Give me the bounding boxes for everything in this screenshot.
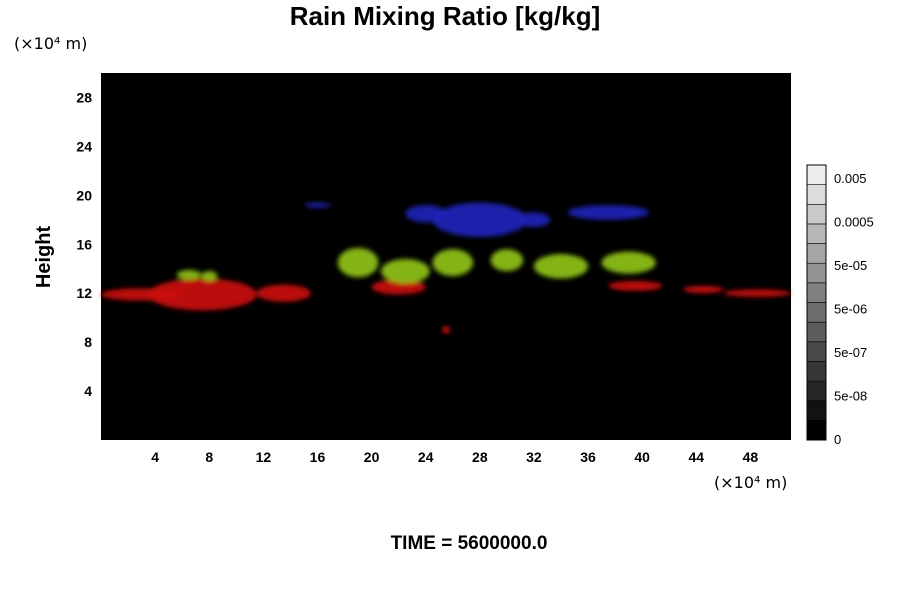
data-region xyxy=(148,278,257,311)
y-tick-labels: 4 8 12 16 20 24 28 xyxy=(76,89,92,399)
colorbar-tick-label: 5e-05 xyxy=(834,258,867,273)
y-tick-label: 12 xyxy=(76,285,92,301)
y-tick-label: 24 xyxy=(76,138,92,154)
y-axis-label: Height xyxy=(33,226,55,289)
colorbar-tick-label: 0 xyxy=(834,432,841,447)
colorbar-segment xyxy=(806,321,827,343)
chart-title: Rain Mixing Ratio [kg/kg] xyxy=(290,1,601,31)
data-region xyxy=(517,212,551,228)
y-tick-label: 8 xyxy=(84,334,92,350)
colorbar-tick-labels: 0.005 0.0005 5e-05 5e-06 5e-07 5e-08 0 xyxy=(834,171,874,447)
x-tick-label: 28 xyxy=(472,449,488,465)
x-tick-labels: 4 8 12 16 20 24 28 32 36 40 44 48 xyxy=(151,449,758,465)
x-tick-label: 16 xyxy=(310,449,326,465)
x-tick-label: 24 xyxy=(418,449,434,465)
x-tick-label: 48 xyxy=(743,449,759,465)
colorbar-segment xyxy=(806,243,827,264)
x-tick-label: 8 xyxy=(205,449,213,465)
x-tick-label: 20 xyxy=(364,449,380,465)
colorbar-segment xyxy=(806,203,827,225)
colorbar-segment xyxy=(806,223,827,244)
x-tick-label: 32 xyxy=(526,449,542,465)
x-tick-label: 4 xyxy=(151,449,159,465)
colorbar-segment xyxy=(806,262,827,284)
data-region xyxy=(176,269,202,280)
colorbar-frame xyxy=(806,164,827,441)
data-region xyxy=(337,247,379,278)
colorbar-segment xyxy=(806,282,827,303)
data-region xyxy=(381,258,430,284)
x-tick-label: 36 xyxy=(580,449,596,465)
data-region xyxy=(682,285,724,294)
data-region xyxy=(201,271,218,281)
colorbar-segment xyxy=(806,184,827,205)
colorbar-tick-label: 5e-06 xyxy=(834,302,867,317)
data-region xyxy=(405,205,446,223)
colorbar-segment xyxy=(806,164,827,185)
colorbar-segment xyxy=(806,380,827,402)
colorbar-segment xyxy=(806,420,827,441)
time-label: TIME = 5600000.0 xyxy=(391,533,548,554)
data-region xyxy=(723,289,791,297)
data-regions xyxy=(101,202,791,334)
y-axis-unit: (×10⁴ m) xyxy=(14,34,87,53)
data-region xyxy=(303,202,331,208)
x-tick-label: 40 xyxy=(634,449,650,465)
data-region xyxy=(256,284,311,302)
colorbar xyxy=(806,164,827,441)
data-region xyxy=(567,205,649,220)
y-tick-label: 20 xyxy=(76,187,92,203)
colorbar-segment xyxy=(806,400,827,421)
y-tick-label: 16 xyxy=(76,236,92,252)
x-axis-unit: (×10⁴ m) xyxy=(714,473,787,492)
data-region xyxy=(432,249,474,277)
colorbar-segment xyxy=(806,302,827,323)
colorbar-tick-label: 5e-07 xyxy=(834,345,867,360)
data-region xyxy=(432,202,528,237)
data-region xyxy=(371,279,426,295)
data-region xyxy=(490,249,524,272)
data-region xyxy=(601,251,656,274)
x-tick-label: 12 xyxy=(256,449,272,465)
data-region xyxy=(441,326,451,334)
colorbar-tick-label: 5e-08 xyxy=(834,389,867,404)
data-region xyxy=(608,280,663,291)
data-region xyxy=(533,254,589,279)
y-tick-label: 28 xyxy=(76,89,92,105)
y-tick-label: 4 xyxy=(84,383,92,399)
x-tick-label: 44 xyxy=(689,449,705,465)
colorbar-tick-label: 0.0005 xyxy=(834,215,874,230)
colorbar-segment xyxy=(806,361,827,382)
colorbar-segment xyxy=(806,341,827,362)
colorbar-tick-label: 0.005 xyxy=(834,171,867,186)
